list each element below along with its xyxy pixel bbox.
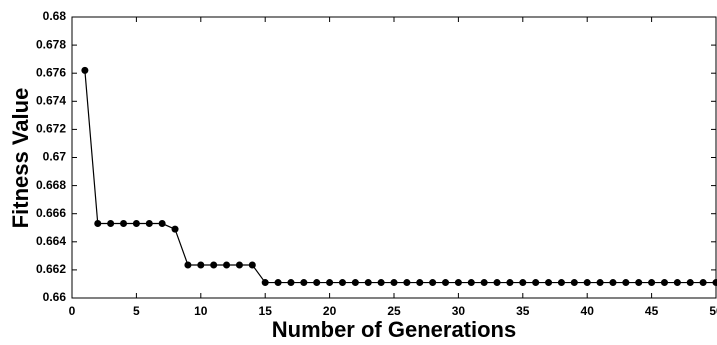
x-tick-label: 50 bbox=[709, 304, 717, 318]
data-point bbox=[519, 279, 527, 287]
data-point bbox=[545, 279, 553, 287]
data-point bbox=[223, 261, 231, 269]
data-point bbox=[313, 279, 321, 287]
data-point bbox=[480, 279, 488, 287]
x-tick-label: 10 bbox=[194, 304, 208, 318]
data-point bbox=[712, 279, 717, 287]
data-point bbox=[107, 220, 115, 228]
x-tick-label: 20 bbox=[323, 304, 337, 318]
x-tick-label: 30 bbox=[452, 304, 466, 318]
data-point bbox=[351, 279, 359, 287]
y-tick-label: 0.672 bbox=[36, 122, 66, 136]
data-point bbox=[557, 279, 565, 287]
data-point bbox=[416, 279, 424, 287]
data-point bbox=[94, 220, 102, 228]
data-point bbox=[364, 279, 372, 287]
data-point bbox=[660, 279, 668, 287]
y-tick-label: 0.668 bbox=[36, 178, 66, 192]
data-point bbox=[326, 279, 334, 287]
data-point bbox=[673, 279, 681, 287]
data-point bbox=[197, 261, 205, 269]
data-point bbox=[532, 279, 540, 287]
data-point bbox=[248, 261, 256, 269]
data-point bbox=[467, 279, 475, 287]
data-point bbox=[390, 279, 398, 287]
data-point bbox=[287, 279, 295, 287]
data-point bbox=[274, 279, 282, 287]
data-point bbox=[506, 279, 514, 287]
data-point bbox=[210, 261, 218, 269]
data-point bbox=[338, 279, 346, 287]
data-point bbox=[635, 279, 643, 287]
data-point bbox=[454, 279, 462, 287]
data-point bbox=[570, 279, 578, 287]
data-point bbox=[300, 279, 308, 287]
x-tick-label: 5 bbox=[133, 304, 140, 318]
data-point bbox=[81, 66, 89, 74]
y-tick-label: 0.678 bbox=[36, 37, 66, 51]
x-axis-title: Number of Generations bbox=[272, 317, 516, 342]
data-point bbox=[583, 279, 591, 287]
data-point bbox=[120, 220, 128, 228]
data-point bbox=[686, 279, 694, 287]
data-point bbox=[493, 279, 501, 287]
x-tick-label: 0 bbox=[69, 304, 76, 318]
data-point bbox=[235, 261, 243, 269]
data-point bbox=[622, 279, 630, 287]
data-point bbox=[132, 220, 140, 228]
data-point bbox=[596, 279, 604, 287]
data-point bbox=[184, 261, 192, 269]
data-point bbox=[699, 279, 707, 287]
plot-frame bbox=[71, 16, 717, 299]
data-point bbox=[442, 279, 450, 287]
y-tick-label: 0.662 bbox=[36, 262, 66, 276]
y-tick-label: 0.674 bbox=[36, 93, 66, 107]
x-tick-label: 15 bbox=[259, 304, 273, 318]
data-point bbox=[403, 279, 411, 287]
data-point bbox=[145, 220, 153, 228]
x-tick-label: 35 bbox=[516, 304, 530, 318]
x-tick-label: 40 bbox=[581, 304, 595, 318]
y-axis-title: Fitness Value bbox=[8, 88, 33, 229]
series-line bbox=[84, 70, 716, 284]
y-tick-label: 0.676 bbox=[36, 65, 66, 79]
data-point bbox=[158, 220, 166, 228]
y-tick-label: 0.68 bbox=[43, 9, 67, 23]
y-tick-label: 0.66 bbox=[43, 290, 67, 304]
data-point bbox=[377, 279, 385, 287]
y-tick-label: 0.664 bbox=[36, 234, 66, 248]
data-point bbox=[261, 279, 269, 287]
y-tick-label: 0.67 bbox=[43, 150, 67, 164]
y-tick-label: 0.666 bbox=[36, 206, 66, 220]
x-tick-label: 25 bbox=[387, 304, 401, 318]
data-point bbox=[429, 279, 437, 287]
data-point bbox=[609, 279, 617, 287]
data-point bbox=[648, 279, 656, 287]
data-point bbox=[171, 225, 179, 233]
x-tick-label: 45 bbox=[645, 304, 659, 318]
